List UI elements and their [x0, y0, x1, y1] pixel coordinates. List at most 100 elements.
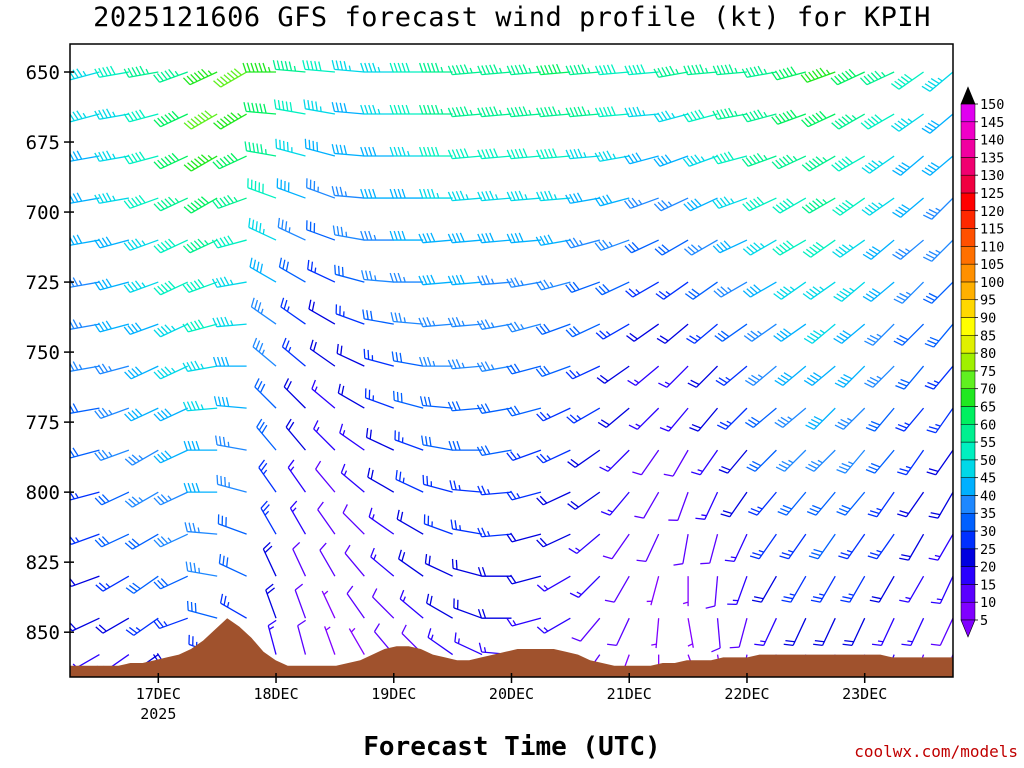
barb-flag — [125, 587, 135, 594]
barb-flag — [742, 248, 751, 256]
barb-staff — [806, 71, 836, 83]
barb-flag — [921, 127, 931, 134]
wind-barb — [331, 186, 365, 199]
barb-flag — [70, 370, 71, 372]
barb-flag — [218, 436, 222, 446]
barb-half-flag — [675, 68, 679, 75]
barb-flag — [94, 194, 100, 204]
barb-flag — [131, 153, 138, 163]
barb-staff — [160, 113, 189, 128]
source-credit[interactable]: coolwx.com/models — [854, 742, 1018, 761]
barb-flag — [809, 332, 819, 339]
barb-flag — [226, 154, 235, 163]
barb-flag — [921, 85, 931, 92]
barb-flag — [867, 73, 875, 82]
barb-half-flag — [402, 596, 406, 602]
barb-flag — [477, 233, 483, 243]
barb-flag — [360, 230, 365, 241]
barb-staff — [870, 281, 895, 302]
barb-staff — [129, 239, 159, 251]
barb-flag — [186, 243, 195, 252]
barb-flag — [565, 329, 574, 338]
wind-barb — [95, 575, 130, 592]
barb-flag — [901, 204, 911, 211]
barb-staff — [346, 593, 365, 619]
wind-barb — [865, 407, 895, 432]
barb-flag — [690, 379, 700, 386]
barb-flag — [745, 157, 753, 166]
wind-barb — [607, 617, 630, 647]
barb-flag — [451, 191, 457, 201]
barb-flag — [489, 148, 495, 158]
wind-barb — [315, 460, 336, 493]
barb-flag — [753, 154, 760, 163]
wind-barb — [319, 542, 336, 577]
barb-flag — [723, 196, 731, 205]
barb-half-flag — [878, 202, 884, 207]
barb-flag — [808, 421, 818, 428]
wind-barb — [893, 281, 925, 304]
barb-flag — [780, 507, 790, 513]
wind-barb — [833, 323, 866, 344]
barb-staff — [70, 576, 71, 577]
barb-flag — [569, 149, 575, 159]
barb-staff — [99, 113, 129, 120]
wind-barb — [317, 501, 336, 535]
barb-half-flag — [687, 643, 693, 647]
wind-barb — [773, 281, 807, 300]
barb-flag — [571, 637, 581, 642]
wind-barb — [626, 323, 660, 342]
wind-barb — [536, 190, 571, 202]
wind-barb — [536, 106, 571, 118]
barb-flag — [477, 485, 483, 496]
barb-staff — [70, 323, 100, 330]
barb-flag — [368, 146, 373, 157]
wind-barb — [313, 420, 336, 451]
barb-flag — [280, 60, 285, 71]
barb-flag — [447, 275, 453, 285]
wind-barb — [153, 323, 189, 338]
barb-flag — [845, 70, 853, 79]
barb-half-flag — [112, 111, 116, 117]
wind-barb — [331, 60, 365, 73]
barb-flag — [101, 363, 109, 373]
barb-staff — [305, 147, 336, 157]
barb-flag — [904, 73, 913, 81]
barb-flag — [716, 109, 722, 119]
barb-flag — [389, 62, 394, 73]
barb-half-flag — [82, 70, 87, 76]
wind-barb — [311, 379, 336, 409]
barb-half-flag — [520, 280, 524, 286]
wind-barbs — [36, 60, 953, 677]
barb-flag — [900, 118, 910, 125]
y-tick-label: 750 — [26, 342, 60, 364]
barb-flag — [98, 495, 106, 504]
wind-barb — [217, 514, 247, 535]
barb-staff — [130, 407, 159, 422]
barb-flag — [76, 234, 83, 244]
barb-half-flag — [817, 459, 823, 464]
wind-barb — [447, 232, 483, 244]
barb-staff — [278, 226, 306, 241]
wind-barb — [346, 585, 365, 619]
wind-barb — [624, 197, 659, 209]
barb-flag — [257, 302, 262, 312]
wind-barb — [718, 449, 748, 474]
barb-staff — [99, 365, 130, 375]
barb-flag — [423, 62, 428, 73]
barb-flag — [36, 318, 40, 327]
barb-staff — [851, 617, 866, 646]
barb-flag — [279, 139, 282, 150]
barb-flag — [262, 62, 267, 73]
barb-flag — [568, 547, 578, 554]
barb-half-flag — [262, 228, 265, 235]
barb-flag — [600, 511, 611, 516]
wind-barb — [567, 491, 601, 510]
barb-flag — [157, 537, 165, 546]
barb-flag — [131, 67, 138, 77]
barb-flag — [194, 116, 203, 124]
barb-flag — [70, 449, 75, 458]
wind-barb — [258, 459, 277, 493]
wind-barb — [741, 109, 777, 123]
barb-staff — [929, 113, 953, 134]
